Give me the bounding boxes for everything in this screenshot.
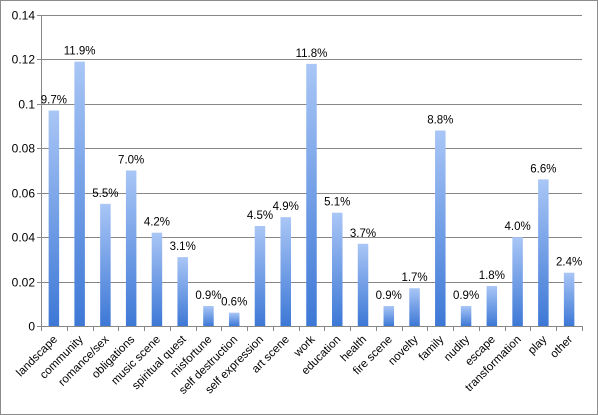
y-tick-label: 0.14 xyxy=(12,9,36,23)
x-category-label: other xyxy=(548,334,575,361)
data-label: 5.5% xyxy=(92,188,118,200)
y-tick-label: 0.02 xyxy=(12,276,36,290)
bar-education xyxy=(332,212,343,326)
bar-escape xyxy=(486,286,498,326)
x-category-label: play xyxy=(526,333,550,357)
data-label: 9.7% xyxy=(41,95,67,107)
data-label: 5.1% xyxy=(324,197,350,209)
data-label: 7.0% xyxy=(118,155,144,167)
data-label: 0.6% xyxy=(221,297,247,309)
y-tick-label: 0.08 xyxy=(12,142,36,156)
bar-self-expression xyxy=(254,226,266,326)
data-label: 6.6% xyxy=(530,163,556,175)
data-label: 11.8% xyxy=(296,48,328,60)
bar-self-destruction xyxy=(228,312,240,326)
data-label: 4.9% xyxy=(273,201,299,213)
bar-family xyxy=(435,130,446,326)
x-category-label: novelty xyxy=(386,333,420,367)
data-label: 0.9% xyxy=(453,290,479,302)
data-label: 1.8% xyxy=(479,270,505,282)
y-tick-label: 0.04 xyxy=(12,231,36,245)
bar-play xyxy=(538,179,549,326)
x-category-label: family xyxy=(417,333,447,363)
y-axis-tick-labels: 0 0.02 0.04 0.06 0.08 0.1 0.12 0.14 xyxy=(12,9,36,334)
data-label: 3.7% xyxy=(350,228,376,240)
bars xyxy=(48,61,575,327)
data-label: 4.2% xyxy=(144,217,170,229)
data-label: 2.4% xyxy=(556,257,582,269)
data-label: 11.9% xyxy=(64,46,96,58)
x-axis-category-labels: landscapecommunityromance/sexobligations… xyxy=(14,333,575,397)
bar-health xyxy=(357,243,369,326)
bar-misfortune xyxy=(203,306,214,326)
bar-work xyxy=(306,63,317,326)
y-tick-label: 0.12 xyxy=(12,53,36,67)
data-label: 8.8% xyxy=(427,115,453,127)
y-tick-label: 0.06 xyxy=(12,187,36,201)
data-label: 0.9% xyxy=(376,290,402,302)
y-tick-label: 0 xyxy=(28,320,35,334)
bar-spiritual-quest xyxy=(177,257,188,326)
bar-nudity xyxy=(460,306,472,326)
y-tick-label: 0.1 xyxy=(18,98,35,112)
data-label: 4.0% xyxy=(504,221,530,233)
data-label: 0.9% xyxy=(195,290,221,302)
bar-community xyxy=(74,61,85,327)
bar-obligations xyxy=(125,170,137,326)
bar-fire-scene xyxy=(383,306,395,326)
bar-transformation xyxy=(512,237,523,326)
bar-other xyxy=(563,272,575,326)
data-labels: 9.7%11.9%5.5%7.0%4.2%3.1%0.9%0.6%4.5%4.9… xyxy=(41,46,582,309)
bar-novelty xyxy=(409,288,420,326)
bar-romance-sex xyxy=(100,203,111,326)
data-label: 1.7% xyxy=(401,272,427,284)
bar-art-scene xyxy=(280,217,291,326)
data-label: 4.5% xyxy=(247,210,273,222)
bar-landscape xyxy=(48,110,60,327)
axes xyxy=(37,15,583,331)
bar-music-scene xyxy=(151,232,163,326)
data-label: 3.1% xyxy=(170,241,196,253)
